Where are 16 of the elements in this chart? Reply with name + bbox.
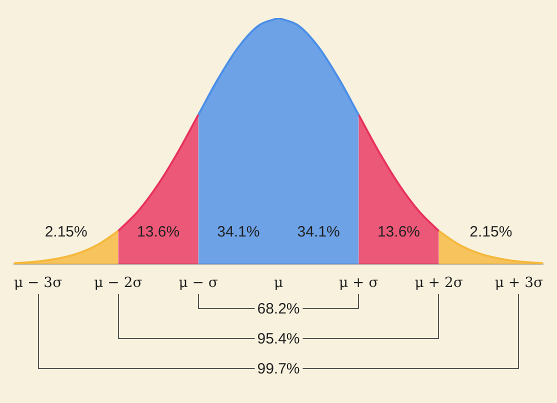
- annotation: 2.15%: [470, 223, 512, 240]
- x-tick-label: μ − σ: [178, 275, 218, 292]
- annotation: 34.1%: [297, 223, 340, 240]
- annotation: 34.1%: [217, 223, 260, 240]
- text: 99.7%: [254, 360, 303, 378]
- x-tick-label: μ − 2σ: [94, 275, 143, 292]
- x-tick-label: μ: [274, 275, 284, 292]
- text: 95.4%: [254, 330, 303, 348]
- x-tick-label: μ + σ: [339, 275, 379, 292]
- annotation: 13.6%: [137, 223, 180, 240]
- text: 68.2%: [254, 300, 303, 318]
- x-tick-label: μ + 3σ: [494, 275, 544, 292]
- x-tick-label: μ + 2σ: [414, 275, 464, 292]
- annotation: 13.6%: [377, 223, 420, 240]
- annotation: 2.15%: [44, 223, 88, 240]
- x-tick-label: μ − 3σ: [14, 275, 63, 292]
